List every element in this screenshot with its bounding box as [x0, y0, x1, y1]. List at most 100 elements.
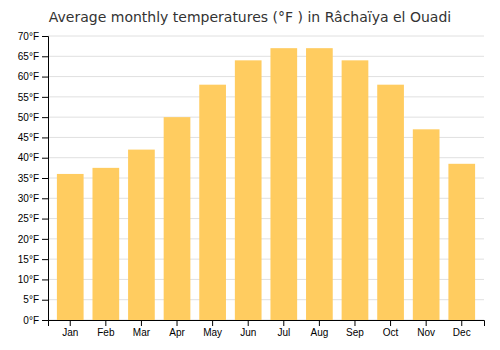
x-tick-label: Jan — [62, 327, 78, 338]
x-tick-label: Oct — [383, 327, 399, 338]
bar — [92, 168, 119, 320]
x-tick-mark — [212, 320, 213, 326]
y-tick-mark — [42, 279, 48, 280]
grid-line — [48, 76, 484, 77]
y-tick-mark — [42, 219, 48, 220]
y-tick: 0°F — [23, 315, 48, 326]
bar — [342, 60, 369, 320]
y-tick-mark — [42, 300, 48, 301]
y-tick-mark — [42, 198, 48, 199]
y-tick-label: 30°F — [18, 193, 39, 204]
y-tick-label: 60°F — [18, 71, 39, 82]
y-tick-mark — [42, 178, 48, 179]
y-tick: 55°F — [18, 92, 48, 103]
y-tick: 45°F — [18, 132, 48, 143]
y-tick: 35°F — [18, 173, 48, 184]
x-tick-label: Mar — [133, 327, 151, 338]
x-tick-mark — [141, 320, 142, 326]
x-tick: Aug — [310, 320, 328, 338]
x-tick-label: Aug — [310, 327, 328, 338]
x-tick-mark — [283, 320, 284, 326]
grid-line — [48, 117, 484, 118]
y-tick-label: 50°F — [18, 112, 39, 123]
x-tick: Nov — [417, 320, 435, 338]
x-axis: Jan Feb Mar Apr May Jun Jul Aug Sep Oct Nov Dec — [49, 320, 485, 338]
y-tick-label: 25°F — [18, 213, 39, 224]
y-tick: 70°F — [18, 31, 48, 42]
y-tick: 20°F — [18, 234, 48, 245]
x-tick: Jul — [277, 320, 290, 338]
title: Average monthly temperatures (°F ) in Râ… — [49, 9, 451, 25]
x-tick: Apr — [169, 320, 185, 338]
y-tick-label: 20°F — [18, 234, 39, 245]
x-tick-label: Jun — [240, 327, 256, 338]
x-tick: Sep — [346, 320, 364, 338]
y-tick-label: 40°F — [18, 152, 39, 163]
bar — [448, 164, 475, 320]
y-tick: 60°F — [18, 71, 48, 82]
y-tick-label: 70°F — [18, 31, 39, 42]
x-tick-mark — [390, 320, 391, 326]
chart: Jan Feb Mar Apr May Jun Jul Aug Sep Oct Nov Dec 0°F 5… — [0, 0, 500, 350]
y-tick-mark — [42, 239, 48, 240]
grid-line — [48, 36, 484, 37]
y-tick: 15°F — [18, 254, 48, 265]
bar — [306, 48, 333, 320]
y-tick-mark — [42, 117, 48, 118]
bar — [57, 174, 84, 320]
y-tick-mark — [42, 36, 48, 37]
y-tick-mark — [42, 97, 48, 98]
bars — [57, 48, 475, 320]
y-tick: 65°F — [18, 51, 48, 62]
x-tick-mark — [461, 320, 462, 326]
x-tick: Feb — [97, 320, 115, 338]
bar — [199, 85, 226, 320]
y-tick-mark — [42, 320, 48, 321]
y-tick-label: 0°F — [23, 315, 39, 326]
y-tick-mark — [42, 158, 48, 159]
y-tick-label: 65°F — [18, 51, 39, 62]
y-tick-label: 55°F — [18, 92, 39, 103]
y-tick: 5°F — [23, 294, 48, 305]
x-tick-label: Sep — [346, 327, 364, 338]
x-tick-mark — [177, 320, 178, 326]
x-tick: May — [203, 320, 222, 338]
x-tick-mark — [70, 320, 71, 326]
x-tick-mark — [426, 320, 427, 326]
y-tick: 40°F — [18, 152, 48, 163]
y-tick: 50°F — [18, 112, 48, 123]
y-tick-label: 45°F — [18, 132, 39, 143]
x-tick-label: May — [203, 327, 222, 338]
y-tick-mark — [42, 77, 48, 78]
bar — [413, 129, 440, 320]
x-tick: Jan — [62, 320, 78, 338]
y-axis-line — [42, 37, 49, 321]
x-tick: Dec — [453, 320, 471, 338]
x-tick-label: Apr — [169, 327, 185, 338]
y-tick-mark — [42, 259, 48, 260]
x-tick-label: Jul — [277, 327, 290, 338]
y-tick-label: 15°F — [18, 254, 39, 265]
x-tick: Jun — [240, 320, 256, 338]
bar — [235, 60, 262, 320]
bar — [270, 48, 297, 320]
y-tick-label: 35°F — [18, 173, 39, 184]
y-tick: 25°F — [18, 213, 48, 224]
y-tick-mark — [42, 137, 48, 138]
x-tick: Mar — [133, 320, 151, 338]
x-tick-label: Feb — [97, 327, 115, 338]
y-tick-label: 10°F — [18, 274, 39, 285]
x-tick-mark — [354, 320, 355, 326]
x-axis-line — [49, 321, 485, 327]
x-tick: Oct — [383, 320, 399, 338]
grid-line — [48, 56, 484, 57]
x-tick-mark — [248, 320, 249, 326]
y-tick-mark — [42, 56, 48, 57]
x-tick-mark — [105, 320, 106, 326]
y-axis: 0°F 5°F 10°F 15°F 20°F 25°F 30°F 35°F 40°F 45°F 50… — [18, 31, 49, 326]
y-tick: 30°F — [18, 193, 48, 204]
bar — [164, 117, 191, 320]
y-tick: 10°F — [18, 274, 48, 285]
grid-line — [48, 96, 484, 97]
x-tick-label: Dec — [453, 327, 471, 338]
